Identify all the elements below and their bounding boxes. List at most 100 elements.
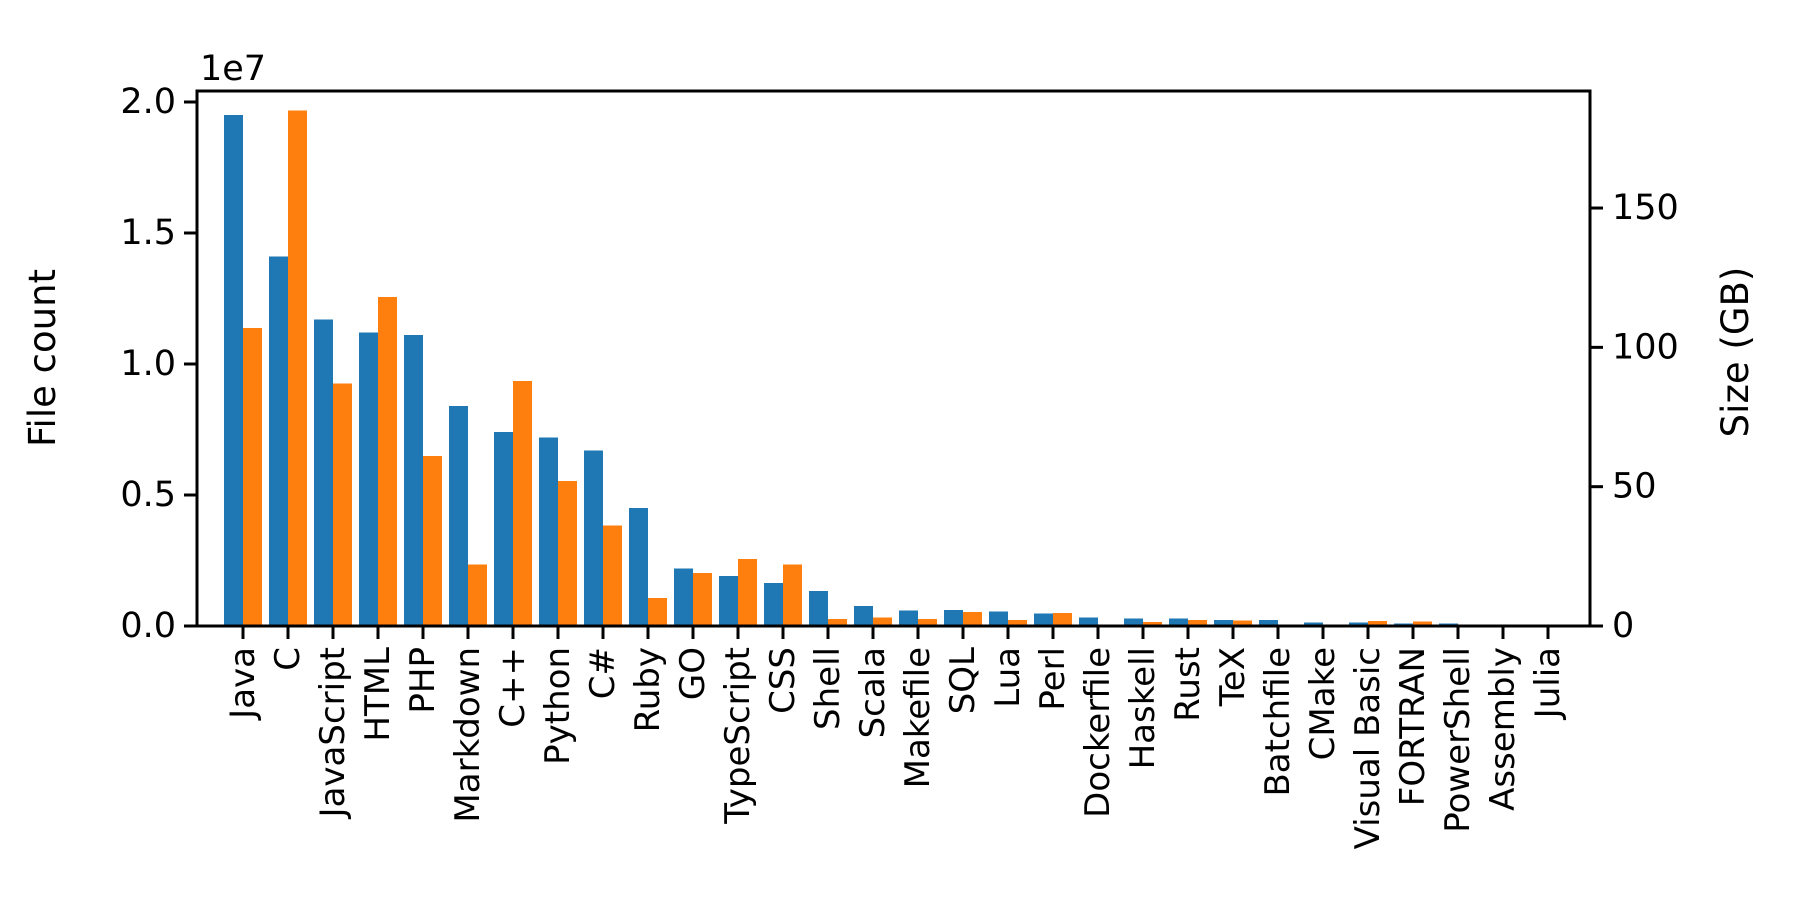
bar-file-count-haskell (1124, 618, 1143, 626)
x-tick-label-typescript: TypeScript (718, 647, 758, 825)
bar-size-gb-rust (1188, 619, 1207, 626)
x-tick-label-c: C (268, 647, 308, 671)
bar-file-count-c (494, 432, 513, 626)
bar-file-count-java (224, 115, 243, 626)
bar-file-count-javascript (314, 319, 333, 626)
bar-size-gb-javascript (333, 383, 352, 626)
bar-size-gb-go (693, 573, 712, 626)
bar-file-count-batchfile (1259, 620, 1278, 626)
x-tick-label-scala: Scala (853, 647, 893, 738)
y-tick-label-right: 150 (1612, 188, 1679, 228)
x-axis-ticks: Java C JavaScript HTML PHP Markdown C++ Python C… (223, 626, 1568, 849)
x-tick-label-javascript: JavaScript (313, 647, 353, 819)
x-tick-label-html: HTML (358, 647, 398, 742)
bar-file-count-tex (1214, 620, 1233, 626)
x-tick-label-powershell: PowerShell (1438, 647, 1478, 833)
bar-size-gb-c (288, 110, 307, 626)
y-tick-label-right: 100 (1612, 327, 1679, 367)
bar-size-gb-python (558, 481, 577, 626)
bars-layer (224, 110, 1567, 626)
bar-file-count-go (674, 568, 693, 626)
x-tick-label-c: C# (583, 647, 623, 699)
x-tick-label-dockerfile: Dockerfile (1078, 647, 1118, 818)
x-tick-label-go: GO (673, 647, 713, 700)
y-tick-label-right: 0 (1612, 606, 1634, 646)
bar-size-gb-fortran (1413, 621, 1432, 626)
bar-size-gb-perl (1053, 613, 1072, 626)
bar-file-count-dockerfile (1079, 617, 1098, 626)
x-tick-label-css: CSS (763, 647, 803, 714)
bar-file-count-markdown (449, 405, 468, 626)
bar-file-count-scala (854, 606, 873, 626)
bar-size-gb-php (423, 456, 442, 626)
bar-file-count-makefile (899, 610, 918, 626)
x-tick-label-python: Python (538, 647, 578, 765)
bar-size-gb-shell (828, 619, 847, 626)
bar-size-gb-scala (873, 617, 892, 626)
left-axis-offset-text: 1e7 (200, 49, 266, 89)
x-tick-label-julia: Julia (1528, 647, 1568, 720)
x-tick-label-visual-basic: Visual Basic (1348, 647, 1388, 849)
bar-file-count-shell (809, 590, 828, 626)
left-axis-ticks: 0.0 0.5 1.0 1.5 2.0 (120, 82, 197, 646)
bar-size-gb-haskell (1143, 621, 1162, 626)
bar-file-count-rust (1169, 618, 1188, 626)
x-tick-label-haskell: Haskell (1123, 647, 1163, 769)
bar-file-count-typescript (719, 576, 738, 626)
bar-size-gb-css (783, 564, 802, 626)
x-tick-label-batchfile: Batchfile (1258, 647, 1298, 797)
right-axis-label: Size (GB) (1714, 267, 1757, 438)
x-tick-label-markdown: Markdown (448, 647, 488, 823)
bar-size-gb-ruby (648, 598, 667, 626)
bar-size-gb-markdown (468, 564, 487, 626)
bar-size-gb-java (243, 327, 262, 626)
x-tick-label-makefile: Makefile (898, 647, 938, 788)
y-tick-label-right: 50 (1612, 467, 1657, 507)
bar-size-gb-c (513, 380, 532, 626)
x-tick-label-assembly: Assembly (1483, 647, 1523, 811)
right-axis-ticks: 0 50 100 150 (1590, 188, 1679, 646)
x-tick-label-ruby: Ruby (628, 647, 668, 732)
bar-size-gb-typescript (738, 559, 757, 626)
x-tick-label-perl: Perl (1033, 647, 1073, 711)
x-tick-label-sql: SQL (943, 647, 983, 714)
plot-frame (195, 89, 1592, 628)
bar-file-count-c (584, 450, 603, 626)
x-tick-label-rust: Rust (1168, 647, 1208, 722)
bar-size-gb-html (378, 297, 397, 626)
y-tick-label-left: 0.0 (120, 606, 176, 646)
x-tick-label-php: PHP (403, 647, 443, 714)
bar-file-count-ruby (629, 508, 648, 626)
bar-size-gb-c (603, 525, 622, 626)
bar-file-count-perl (1034, 613, 1053, 626)
y-tick-label-left: 2.0 (120, 82, 176, 122)
bar-file-count-c (269, 256, 288, 626)
bar-size-gb-visual-basic (1368, 621, 1387, 626)
bar-file-count-html (359, 332, 378, 626)
x-tick-label-lua: Lua (988, 647, 1028, 708)
x-tick-label-tex: TeX (1213, 647, 1253, 707)
y-tick-label-left: 1.0 (120, 344, 176, 384)
left-axis-label: File count (21, 269, 64, 447)
bar-file-count-visual-basic (1349, 622, 1368, 626)
plot-frame-layer (195, 89, 1592, 628)
bar-file-count-python (539, 437, 558, 626)
bar-file-count-css (764, 582, 783, 626)
x-tick-label-c: C++ (493, 647, 533, 728)
y-tick-label-left: 1.5 (120, 213, 176, 253)
bar-file-count-lua (989, 611, 1008, 626)
bar-size-gb-tex (1233, 620, 1252, 626)
y-tick-label-left: 0.5 (120, 475, 176, 515)
bar-size-gb-lua (1008, 619, 1027, 626)
x-tick-label-shell: Shell (808, 647, 848, 730)
bar-file-count-sql (944, 610, 963, 626)
bar-file-count-php (404, 335, 423, 626)
x-tick-label-fortran: FORTRAN (1393, 647, 1433, 806)
bar-size-gb-makefile (918, 619, 937, 626)
bar-file-count-cmake (1304, 622, 1323, 626)
x-tick-label-cmake: CMake (1303, 647, 1343, 760)
bar-size-gb-sql (963, 612, 982, 626)
x-tick-label-java: Java (223, 647, 263, 721)
